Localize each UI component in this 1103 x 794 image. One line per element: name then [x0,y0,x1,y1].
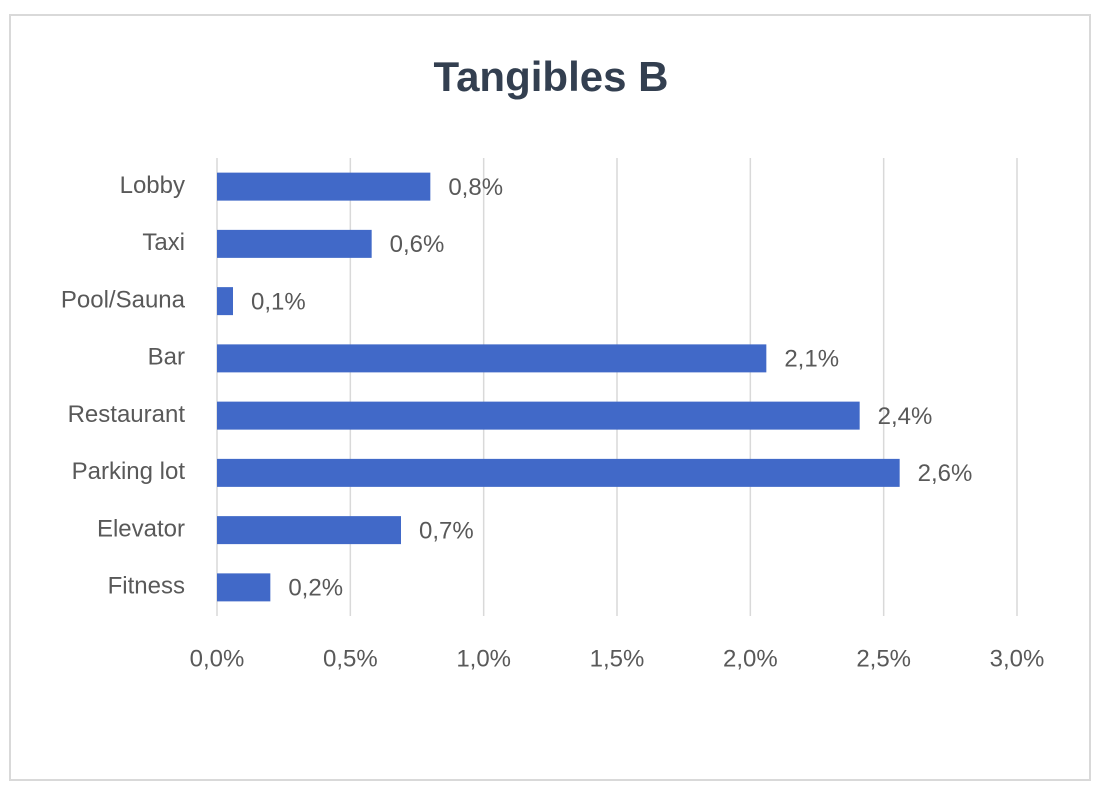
y-tick-label: Taxi [142,229,185,256]
bar [217,401,860,430]
x-tick-label: 1,0% [456,645,511,672]
y-tick-label: Restaurant [68,401,186,428]
data-label: 0,8% [448,174,503,201]
bar [217,458,900,487]
bar [217,172,431,201]
x-tick-label: 2,5% [856,645,911,672]
bar [217,229,372,258]
chart-title: Tangibles B [434,53,669,100]
bar [217,287,233,316]
y-tick-label: Bar [148,344,185,371]
y-tick-label: Fitness [108,573,185,600]
y-tick-label: Pool/Sauna [61,286,186,313]
data-label: 0,7% [419,517,474,544]
data-label: 2,1% [784,346,839,373]
data-label: 0,2% [288,575,343,602]
x-tick-label: 0,0% [190,645,245,672]
y-tick-label: Lobby [120,172,185,199]
x-tick-label: 0,5% [323,645,378,672]
bar [217,344,767,373]
bar [217,516,401,545]
y-tick-label: Elevator [97,515,185,542]
x-tick-label: 3,0% [990,645,1045,672]
data-label: 0,6% [390,231,445,258]
data-label: 2,6% [918,460,973,487]
bar [217,573,271,602]
x-tick-label: 1,5% [590,645,645,672]
data-label: 0,1% [251,288,306,315]
x-tick-label: 2,0% [723,645,778,672]
chart-border [9,14,1091,781]
data-label: 2,4% [878,403,933,430]
y-tick-label: Parking lot [72,458,186,485]
